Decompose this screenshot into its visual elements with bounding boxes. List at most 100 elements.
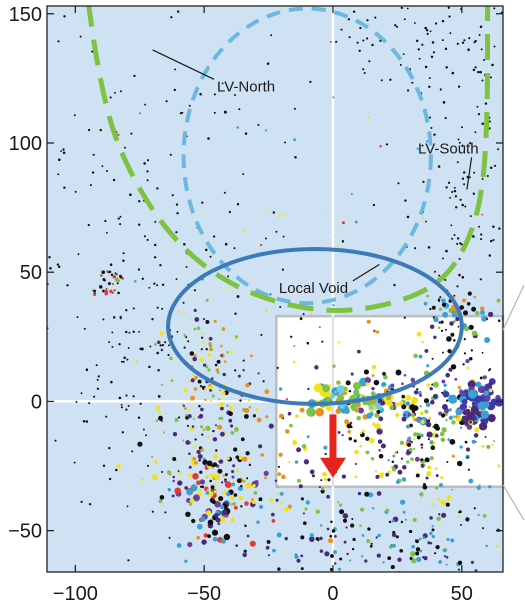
data-point: [329, 40, 332, 43]
data-point: [234, 427, 239, 432]
data-point: [283, 506, 289, 512]
data-point: [405, 401, 411, 406]
data-point: [272, 211, 276, 214]
data-point: [366, 19, 369, 22]
data-point: [24, 178, 26, 180]
data-point: [403, 374, 407, 377]
data-point: [445, 186, 448, 189]
data-point: [361, 429, 365, 433]
data-point: [415, 547, 421, 552]
data-point: [347, 429, 351, 434]
data-point: [242, 369, 245, 372]
data-point: [111, 291, 114, 294]
data-point: [389, 78, 392, 81]
data-point: [479, 306, 485, 311]
data-point: [459, 305, 465, 310]
data-point: [416, 331, 422, 337]
data-point: [122, 252, 125, 255]
data-point: [133, 74, 136, 78]
data-point: [434, 22, 438, 25]
data-point: [213, 490, 217, 494]
data-point: [400, 520, 404, 524]
data-point: [353, 439, 357, 443]
data-point: [463, 337, 466, 341]
data-point: [357, 349, 361, 354]
data-point: [202, 428, 205, 432]
data-point: [80, 392, 83, 395]
data-point: [425, 476, 429, 480]
data-point: [153, 243, 157, 247]
data-point: [324, 452, 327, 456]
data-point: [468, 176, 471, 179]
data-point: [161, 343, 165, 347]
data-point: [329, 534, 333, 538]
data-point: [219, 402, 225, 407]
data-point: [321, 487, 325, 491]
data-point: [411, 558, 417, 564]
data-point: [445, 563, 448, 566]
y-tick-label: 150: [9, 4, 42, 26]
data-point: [390, 388, 393, 391]
data-point: [465, 447, 471, 452]
data-point: [359, 432, 363, 435]
data-point: [339, 503, 343, 507]
data-point: [383, 385, 386, 389]
data-point: [451, 454, 455, 458]
data-point: [473, 507, 476, 510]
data-point: [395, 480, 400, 484]
data-point: [126, 505, 129, 508]
data-point: [467, 389, 478, 399]
data-point: [380, 428, 383, 431]
point-group-3: [91, 270, 124, 297]
data-point: [320, 479, 323, 482]
data-point: [442, 351, 444, 354]
data-point: [409, 423, 413, 428]
data-point: [214, 474, 221, 481]
data-point: [453, 339, 456, 342]
data-point: [468, 37, 471, 40]
data-point: [151, 318, 154, 321]
data-point: [488, 368, 492, 371]
data-point: [441, 391, 444, 394]
data-point: [278, 413, 284, 419]
data-point: [444, 47, 448, 51]
data-point: [440, 476, 444, 480]
data-point: [226, 456, 230, 460]
data-point: [481, 351, 484, 354]
data-point: [431, 525, 434, 528]
data-point: [192, 473, 199, 480]
data-point: [99, 285, 103, 289]
data-point: [413, 432, 418, 437]
data-point: [183, 333, 187, 337]
data-point: [456, 42, 459, 45]
data-point: [246, 534, 250, 538]
data-point: [348, 436, 353, 441]
data-point: [184, 559, 188, 563]
data-point: [293, 138, 297, 142]
data-point: [428, 85, 431, 89]
data-point: [440, 329, 444, 333]
data-point: [221, 481, 224, 484]
data-point: [373, 379, 380, 386]
data-point: [236, 126, 239, 129]
data-point: [190, 460, 196, 466]
data-point: [469, 357, 473, 361]
data-point: [464, 440, 468, 444]
data-point: [157, 395, 161, 398]
data-point: [466, 424, 473, 430]
data-point: [408, 529, 413, 534]
data-point: [58, 158, 61, 161]
data-point: [211, 499, 216, 504]
data-point: [365, 377, 371, 384]
data-point: [356, 415, 361, 421]
data-point: [408, 447, 413, 452]
data-point: [220, 344, 223, 348]
data-point: [213, 319, 217, 323]
point-group-1: [73, 128, 212, 562]
data-point: [422, 180, 425, 184]
data-point: [172, 479, 175, 483]
data-point: [104, 598, 106, 600]
data-point: [429, 531, 433, 536]
data-point: [468, 405, 471, 409]
data-point: [442, 101, 446, 104]
